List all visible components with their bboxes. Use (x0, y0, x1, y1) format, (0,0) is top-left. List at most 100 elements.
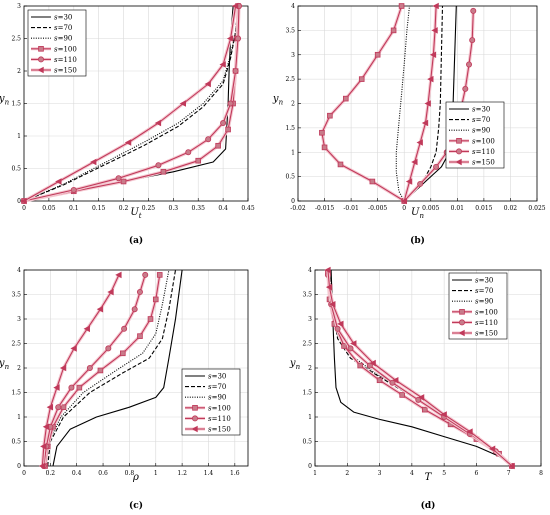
data-point (136, 289, 143, 296)
legend-entry: s=30 (54, 14, 72, 22)
legend-entry: s=30 (208, 373, 226, 381)
x-tick-label: 1.6 (230, 470, 240, 477)
legend-marker (455, 158, 462, 166)
series-line (395, 5, 411, 202)
x-tick-label: -0.01 (343, 205, 358, 212)
data-point (319, 129, 325, 136)
y-tick-label: 1.5 (11, 101, 21, 108)
data-point (147, 316, 154, 322)
data-point (46, 403, 54, 411)
x-tick-label: 1.4 (204, 470, 214, 477)
data-point (462, 85, 469, 92)
y-tick-label: 3.5 (285, 27, 295, 34)
data-point (205, 136, 212, 143)
y-tick-label: 0.5 (11, 166, 21, 173)
data-point (226, 35, 234, 42)
series-line (327, 269, 513, 467)
y-tick-label: 4 (291, 3, 295, 10)
data-point (55, 178, 62, 185)
y-tick-label: 1 (308, 414, 312, 421)
chart-panel-3: 0 0.2 0.4 0.6 0.8 1 1.2 1.4 1.6 0 0.5 1 1.5 2 2.5 3 3.5 4… (0, 267, 249, 511)
data-point (421, 119, 429, 127)
legend-marker (455, 148, 462, 155)
series-line (52, 269, 183, 467)
legend-box (181, 368, 241, 436)
data-point (417, 394, 425, 401)
legend-marker (192, 404, 198, 411)
legend: s=30 s=70 s=90 s=100 s=110 s=150 (445, 101, 505, 169)
y-tick-label: 1 (291, 149, 295, 156)
x-tick-label: -0.015 (315, 205, 334, 212)
y-tick-label: 1.5 (302, 390, 312, 397)
legend-entry: s=70 (208, 383, 226, 391)
x-tick-label: 0.8 (125, 470, 135, 477)
data-point (86, 364, 93, 371)
data-point (20, 197, 27, 205)
data-point (220, 120, 227, 127)
legend-marker (191, 425, 198, 433)
legend-box (448, 272, 508, 340)
data-point (466, 428, 473, 435)
data-point (334, 325, 341, 332)
legend-entry: s=100 (472, 137, 495, 145)
y-tick-label: 0.5 (285, 174, 295, 181)
data-point (42, 423, 50, 431)
y-axis-label: yn (0, 94, 10, 107)
legend-marker (458, 329, 465, 337)
x-tick-label: 4 (410, 470, 414, 477)
data-point (369, 359, 376, 367)
data-point (325, 283, 333, 291)
series-line (23, 5, 239, 202)
data-point (324, 266, 331, 274)
x-tick-label: 1.2 (177, 470, 187, 477)
legend-entry: s=110 (475, 319, 498, 327)
x-tick-label: 5 (442, 470, 446, 477)
legend-marker (459, 308, 465, 315)
x-tick-label: 8 (539, 470, 543, 477)
y-tick-label: 2 (308, 365, 312, 372)
data-point (215, 142, 221, 149)
data-point (369, 178, 376, 185)
x-axis-label: Ut (130, 207, 141, 220)
data-point (83, 325, 90, 333)
panel-label: (c) (129, 500, 143, 511)
data-point (392, 376, 399, 384)
y-tick-label: 0 (17, 463, 21, 470)
x-tick-label: 0.4 (218, 205, 228, 212)
data-point (121, 325, 128, 332)
y-tick-label: 3.5 (302, 292, 312, 299)
data-point (235, 35, 242, 42)
data-point (160, 168, 167, 175)
data-point (219, 61, 226, 68)
legend: s=30 s=70 s=90 s=100 s=110 s=150 (27, 9, 87, 77)
y-tick-label: 2.5 (11, 341, 21, 348)
data-point (466, 61, 473, 68)
data-point (508, 462, 515, 470)
data-point (390, 27, 397, 34)
data-point (131, 306, 138, 313)
y-tick-label: 0 (291, 198, 295, 205)
data-point (154, 119, 162, 127)
data-point (55, 404, 62, 411)
legend-marker (38, 56, 45, 63)
legend-marker (191, 415, 198, 422)
legend: s=30 s=70 s=90 s=100 s=110 s=150 (448, 272, 508, 340)
legend-marker (37, 66, 44, 74)
data-point (417, 180, 424, 187)
series-line (41, 274, 120, 467)
chart-panel-4: 1 2 3 4 5 6 7 800.511.522.533.54Tyn(d)s=30s=70s… (289, 266, 543, 511)
data-point (105, 345, 112, 352)
legend-box (27, 9, 87, 77)
data-point (398, 3, 405, 9)
y-axis-label: yn (0, 358, 10, 371)
legend-entry: s=90 (475, 298, 493, 306)
legend-entry: s=30 (472, 106, 490, 114)
legend-entry: s=150 (472, 159, 495, 167)
series-line (47, 269, 177, 467)
data-point (416, 139, 423, 146)
x-tick-label: 0.4 (72, 470, 82, 477)
x-tick-label: 1 (154, 470, 158, 477)
legend-entry: s=110 (472, 148, 495, 156)
data-point (107, 288, 114, 296)
panel-label: (d) (421, 500, 436, 511)
